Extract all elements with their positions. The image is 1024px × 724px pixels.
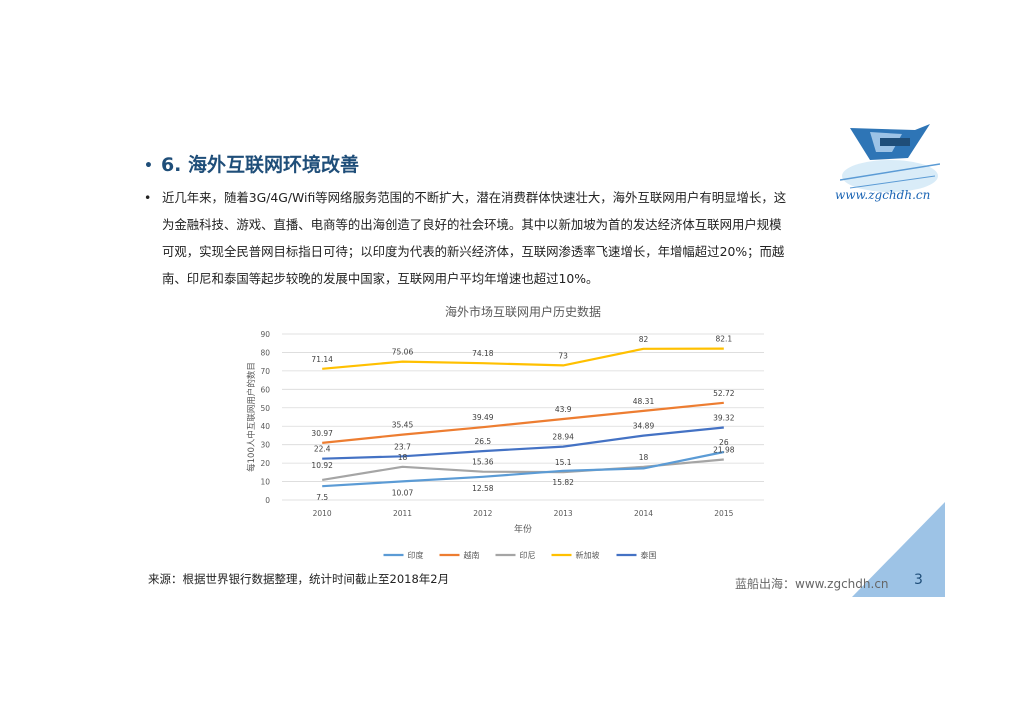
logo-site-text: www.zgchdh.cn (835, 188, 931, 202)
data-label: 22.4 (314, 445, 331, 454)
intro-paragraph: • 近几年来，随着3G/4G/Wifi等网络服务范围的不断扩大，潜在消费群体快速… (144, 184, 884, 292)
data-label: 39.32 (713, 413, 735, 422)
y-tick-label: 70 (260, 367, 270, 376)
paragraph-line: 近几年来，随着3G/4G/Wifi等网络服务范围的不断扩大，潜在消费群体快速壮大… (162, 190, 787, 205)
heading-text: 6. 海外互联网环境改善 (160, 154, 360, 176)
data-label: 10.92 (311, 461, 333, 470)
data-label: 18 (639, 453, 649, 462)
y-tick-label: 20 (260, 459, 270, 468)
data-label: 18 (398, 453, 408, 462)
series-line-1 (322, 401, 724, 444)
data-label: 71.14 (311, 355, 333, 364)
series-line-2 (322, 458, 724, 481)
y-tick-label: 0 (265, 496, 270, 505)
data-label: 48.31 (633, 397, 655, 406)
data-label: 30.97 (311, 429, 333, 438)
series-line-3 (322, 347, 724, 370)
y-tick-label: 10 (260, 478, 270, 487)
data-label: 82 (639, 335, 649, 344)
series-line-4 (322, 426, 724, 460)
data-label: 7.5 (316, 493, 328, 502)
paragraph-line: 可观，实现全民普网目标指日可待；以印度为代表的新兴经济体，互联网渗透率飞速增长，… (162, 244, 785, 259)
y-tick-label: 60 (260, 385, 270, 394)
data-label: 15.36 (472, 458, 494, 467)
data-label: 52.72 (713, 389, 735, 398)
section-heading: • 6. 海外互联网环境改善 (144, 150, 359, 177)
y-tick-label: 50 (260, 404, 270, 413)
data-label: 23.7 (394, 442, 411, 451)
ship-logo (840, 124, 940, 192)
legend-label: 印度 (408, 550, 424, 560)
data-label: 75.06 (392, 348, 414, 357)
data-label: 43.9 (555, 405, 572, 414)
y-tick-label: 40 (260, 422, 270, 431)
chart-title: 海外市场互联网用户历史数据 (445, 304, 601, 319)
source-note: 来源：根据世界银行数据整理，统计时间截止至2018年2月 (148, 572, 450, 586)
data-label: 74.18 (472, 349, 494, 358)
legend-label: 印尼 (520, 551, 536, 560)
data-label: 39.49 (472, 413, 494, 422)
x-tick-label: 2014 (634, 509, 653, 518)
x-tick-label: 2012 (473, 509, 492, 518)
legend-label: 越南 (464, 550, 480, 560)
page-number: 3 (914, 572, 923, 588)
x-tick-label: 2013 (554, 509, 573, 518)
data-label: 82.1 (715, 335, 732, 344)
paragraph-line: 为金融科技、游戏、直播、电商等的出海创造了良好的社会环境。其中以新加坡为首的发达… (162, 217, 782, 232)
footer-site: 蓝船出海：www.zgchdh.cn (735, 577, 889, 591)
y-tick-label: 80 (260, 348, 270, 357)
y-tick-label: 30 (260, 441, 270, 450)
data-label: 26.5 (474, 437, 491, 446)
data-label: 34.89 (633, 422, 655, 431)
heading-bullet: • (144, 157, 153, 174)
legend-label: 新加坡 (576, 550, 600, 560)
data-label: 15.82 (552, 478, 574, 487)
paragraph-line: 南、印尼和泰国等起步较晚的发展中国家，互联网用户平均年增速也超过10%。 (162, 271, 599, 286)
x-tick-label: 2011 (393, 509, 412, 518)
data-label: 15.1 (555, 458, 572, 467)
y-tick-label: 90 (260, 330, 270, 339)
data-label: 28.94 (552, 433, 574, 442)
data-label: 73 (558, 351, 568, 360)
data-label: 35.45 (392, 421, 414, 430)
x-tick-label: 2010 (313, 509, 332, 518)
y-axis-title: 每100人中互联网用户的数目 (246, 362, 257, 472)
data-label: 21.98 (713, 445, 735, 454)
legend-label: 泰国 (641, 550, 657, 560)
internet-users-line-chart: 海外市场互联网用户历史数据 0 10 20 30 40 50 60 70 80 90 2010 2011… (246, 304, 764, 560)
data-label: 12.58 (472, 484, 494, 493)
data-label: 10.07 (392, 488, 414, 497)
data-label: 26 (719, 438, 729, 447)
x-axis-title: 年份 (514, 523, 532, 535)
x-tick-label: 2015 (714, 509, 733, 518)
series-line-0 (322, 450, 725, 488)
paragraph-bullet: • (144, 190, 152, 205)
